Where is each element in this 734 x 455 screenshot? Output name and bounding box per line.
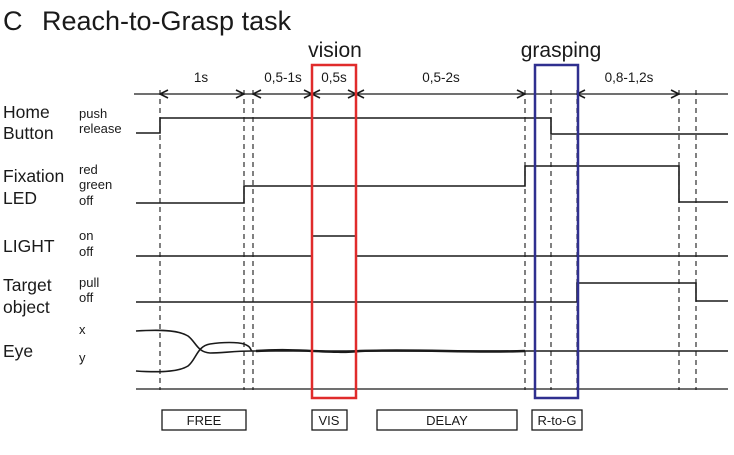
duration-label-4: 0,5-2s [422, 70, 460, 85]
eye-fixation-trace [255, 348, 526, 354]
row-label-eye: Eye [3, 341, 33, 361]
row-label-object-2: object [3, 297, 50, 317]
row-label-light: LIGHT [3, 236, 55, 256]
duration-label-5: 0,8-1,2s [605, 70, 654, 85]
vision-highlight-box [310, 63, 358, 400]
state-label: push [79, 106, 107, 121]
eye-traces [135, 329, 728, 373]
phase-box-delay [376, 409, 518, 431]
state-label: off [79, 290, 94, 305]
fixation-led-trace [136, 165, 728, 204]
state-label: green [79, 177, 112, 192]
grasping-label: grasping [521, 39, 602, 62]
state-label: pull [79, 275, 99, 290]
arrowhead [670, 89, 681, 99]
row-label-led-2: LED [3, 188, 37, 208]
phase-label-vis: VIS [319, 413, 340, 428]
duration-label-2: 0,5-1s [264, 70, 302, 85]
state-label: red [79, 162, 98, 177]
eye-y-trace [135, 341, 253, 373]
phase-box-r-to-g [531, 409, 583, 431]
state-label: x [79, 322, 86, 337]
state-label: y [79, 350, 86, 365]
vision-label: vision [308, 39, 362, 62]
target-object-trace [136, 282, 728, 303]
phase-box-vis [311, 409, 348, 431]
state-label: release [79, 121, 122, 136]
phase-label-delay: DELAY [426, 413, 468, 428]
home-button-trace [136, 117, 728, 135]
row-label-home-1: Home [3, 102, 50, 122]
arrowhead [516, 89, 527, 99]
row-label-home-2: Button [3, 123, 54, 143]
phase-label-free: FREE [187, 413, 222, 428]
state-label: off [79, 244, 94, 259]
phase-boxes: FREE VIS DELAY R-to-G [161, 409, 583, 431]
arrowhead [235, 89, 246, 99]
light-trace [136, 235, 728, 257]
row-label-object-1: Target [3, 275, 52, 295]
duration-label-1: 1s [194, 70, 209, 85]
phase-box-free [161, 409, 247, 431]
phase-label-r-to-g: R-to-G [538, 413, 577, 428]
panel-letter: C [3, 6, 23, 36]
figure-title: Reach-to-Grasp task [42, 6, 292, 36]
row-label-led-1: Fixation [3, 166, 64, 186]
state-label: off [79, 193, 94, 208]
arrowhead [158, 89, 169, 99]
arrowhead [251, 89, 262, 99]
duration-label-3: 0,5s [321, 70, 347, 85]
grasping-highlight-box [533, 63, 580, 400]
duration-timeline [134, 89, 728, 99]
event-markers [159, 90, 697, 390]
eye-x-trace [135, 329, 728, 354]
state-label: on [79, 228, 93, 243]
